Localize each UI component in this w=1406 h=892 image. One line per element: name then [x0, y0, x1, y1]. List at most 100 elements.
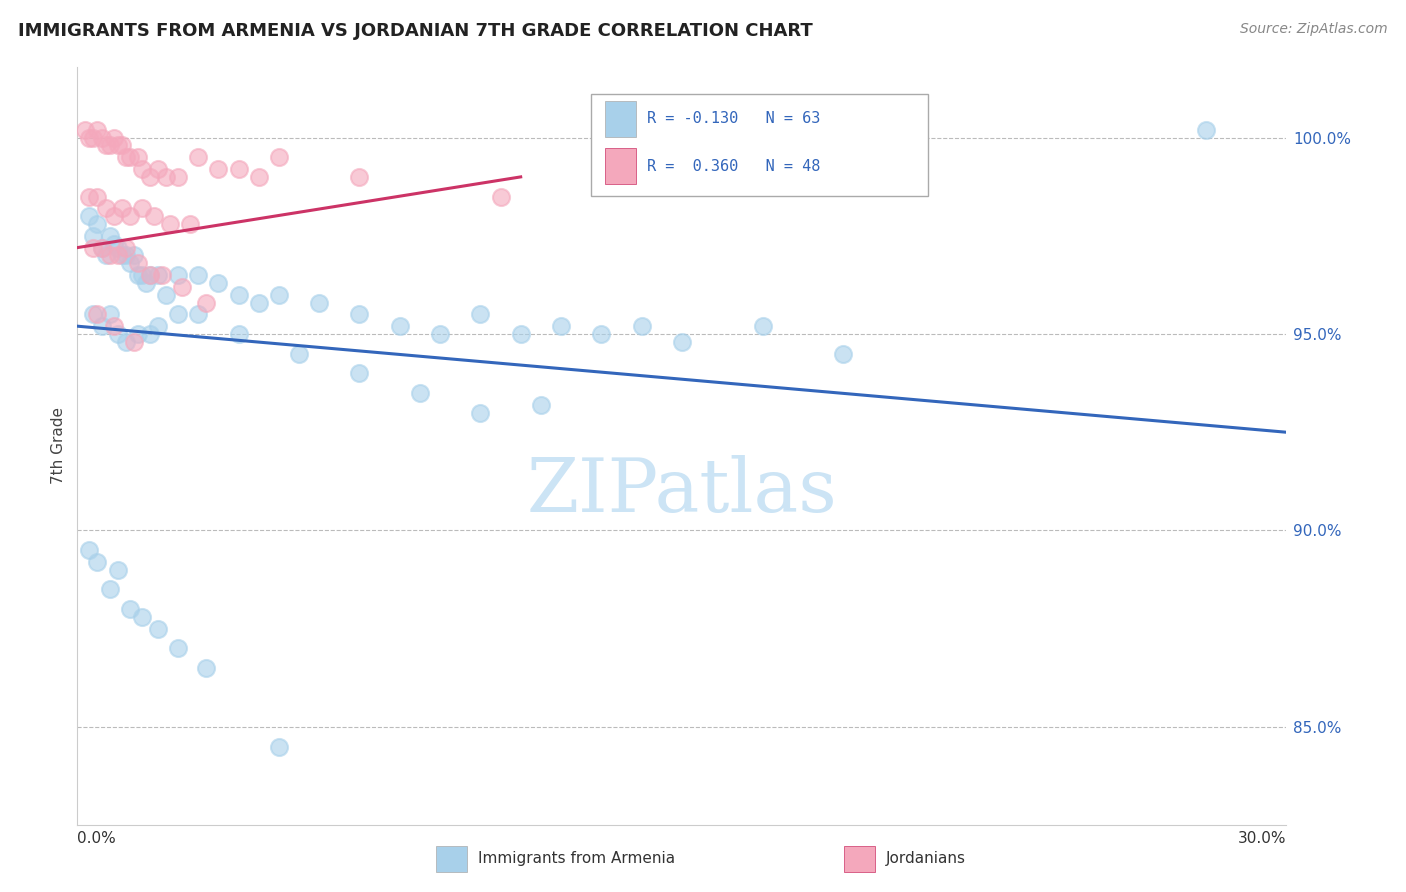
Point: [139, 326, 162, 341]
Point: [114, 334, 136, 349]
Point: [228, 162, 250, 177]
Point: [107, 326, 129, 341]
Point: [98, 582, 121, 597]
Point: [349, 169, 371, 184]
Point: [139, 268, 162, 282]
Point: [122, 248, 145, 262]
Point: [118, 150, 141, 164]
Point: [155, 287, 177, 301]
Point: [103, 209, 125, 223]
Text: IMMIGRANTS FROM ARMENIA VS JORDANIAN 7TH GRADE CORRELATION CHART: IMMIGRANTS FROM ARMENIA VS JORDANIAN 7TH…: [18, 22, 813, 40]
Point: [142, 209, 165, 223]
Point: [228, 287, 250, 301]
Point: [187, 307, 209, 321]
Point: [267, 150, 290, 164]
Point: [107, 248, 129, 262]
Point: [308, 295, 330, 310]
Point: [832, 347, 855, 361]
Point: [86, 122, 108, 136]
Point: [146, 319, 169, 334]
Point: [94, 248, 117, 262]
Text: 0.0%: 0.0%: [77, 831, 117, 846]
Point: [530, 398, 553, 412]
Point: [207, 276, 229, 290]
Point: [127, 268, 149, 282]
Point: [86, 307, 108, 321]
Point: [150, 268, 173, 282]
Point: [135, 276, 157, 290]
Point: [114, 150, 136, 164]
Point: [98, 248, 121, 262]
Point: [79, 189, 101, 203]
Point: [122, 334, 145, 349]
Point: [131, 268, 153, 282]
Text: R =  0.360   N = 48: R = 0.360 N = 48: [647, 159, 820, 174]
Point: [103, 130, 125, 145]
Point: [146, 622, 169, 636]
Point: [155, 169, 177, 184]
Text: Jordanians: Jordanians: [886, 852, 966, 866]
Point: [388, 319, 411, 334]
Point: [82, 307, 104, 321]
Point: [86, 555, 108, 569]
Point: [118, 602, 141, 616]
Point: [195, 295, 218, 310]
Point: [111, 202, 134, 216]
Point: [267, 287, 290, 301]
Point: [98, 138, 121, 153]
Point: [118, 209, 141, 223]
Point: [349, 307, 371, 321]
Text: 30.0%: 30.0%: [1239, 831, 1286, 846]
Point: [107, 138, 129, 153]
Point: [671, 334, 693, 349]
Point: [90, 130, 112, 145]
Point: [82, 130, 104, 145]
Point: [179, 217, 201, 231]
Point: [90, 319, 112, 334]
Point: [79, 209, 101, 223]
Point: [409, 386, 432, 401]
Point: [98, 228, 121, 243]
Point: [86, 189, 108, 203]
Point: [172, 280, 194, 294]
Point: [111, 248, 134, 262]
Point: [127, 150, 149, 164]
Point: [103, 236, 125, 251]
Point: [107, 563, 129, 577]
Point: [195, 661, 218, 675]
Point: [630, 319, 652, 334]
Point: [131, 202, 153, 216]
Text: R = -0.130   N = 63: R = -0.130 N = 63: [647, 112, 820, 127]
Point: [267, 739, 290, 754]
Point: [207, 162, 229, 177]
Point: [228, 326, 250, 341]
Point: [98, 307, 121, 321]
Point: [247, 295, 270, 310]
Point: [131, 162, 153, 177]
Point: [94, 138, 117, 153]
Point: [103, 319, 125, 334]
Point: [288, 347, 311, 361]
Point: [146, 268, 169, 282]
Point: [429, 326, 451, 341]
Point: [550, 319, 572, 334]
Point: [470, 406, 492, 420]
Point: [247, 169, 270, 184]
Point: [86, 217, 108, 231]
Point: [127, 326, 149, 341]
Point: [470, 307, 492, 321]
Point: [349, 367, 371, 381]
Point: [167, 169, 190, 184]
Point: [114, 241, 136, 255]
Point: [79, 543, 101, 558]
Point: [75, 122, 97, 136]
Point: [187, 268, 209, 282]
Point: [139, 268, 162, 282]
Point: [90, 241, 112, 255]
Point: [159, 217, 181, 231]
Point: [489, 189, 512, 203]
Point: [1195, 122, 1218, 136]
Point: [187, 150, 209, 164]
Text: ZIPatlas: ZIPatlas: [526, 455, 838, 528]
Point: [167, 268, 190, 282]
